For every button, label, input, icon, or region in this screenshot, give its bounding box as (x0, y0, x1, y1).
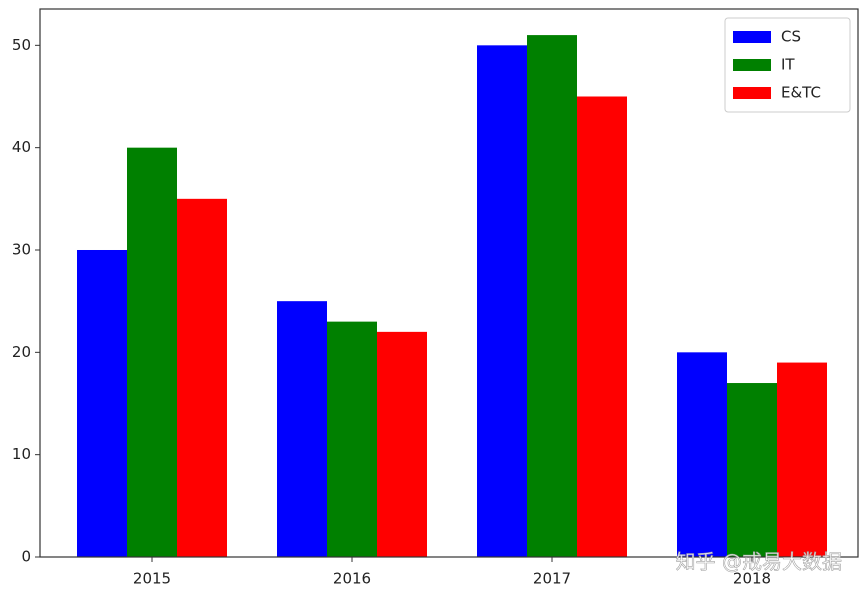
legend-swatch (733, 31, 771, 43)
legend-label: IT (781, 56, 795, 74)
x-tick-label: 2016 (333, 570, 371, 588)
y-tick-label: 0 (21, 548, 31, 566)
y-tick-label: 40 (12, 138, 31, 156)
bar (477, 45, 527, 557)
x-tick-label: 2018 (733, 570, 771, 588)
bar (277, 301, 327, 557)
legend-swatch (733, 87, 771, 99)
x-tick-label: 2015 (133, 570, 171, 588)
y-tick-label: 10 (12, 445, 31, 463)
bar (727, 383, 777, 557)
bar (677, 352, 727, 557)
bar (177, 198, 227, 557)
bar (777, 362, 827, 557)
legend-label: E&TC (781, 84, 821, 102)
y-tick-label: 20 (12, 343, 31, 361)
bar (127, 147, 177, 557)
plot-frame (39, 8, 859, 558)
y-tick-label: 50 (12, 36, 31, 54)
legend-label: CS (781, 28, 801, 46)
bar (527, 35, 577, 558)
bar (377, 331, 427, 557)
watermark: 知乎 @戒易大数据 (676, 550, 842, 574)
x-tick-label: 2017 (533, 570, 571, 588)
bar (77, 249, 127, 557)
y-tick-label: 30 (12, 240, 31, 258)
legend-swatch (733, 59, 771, 71)
bar (577, 96, 627, 558)
bar (327, 321, 377, 557)
